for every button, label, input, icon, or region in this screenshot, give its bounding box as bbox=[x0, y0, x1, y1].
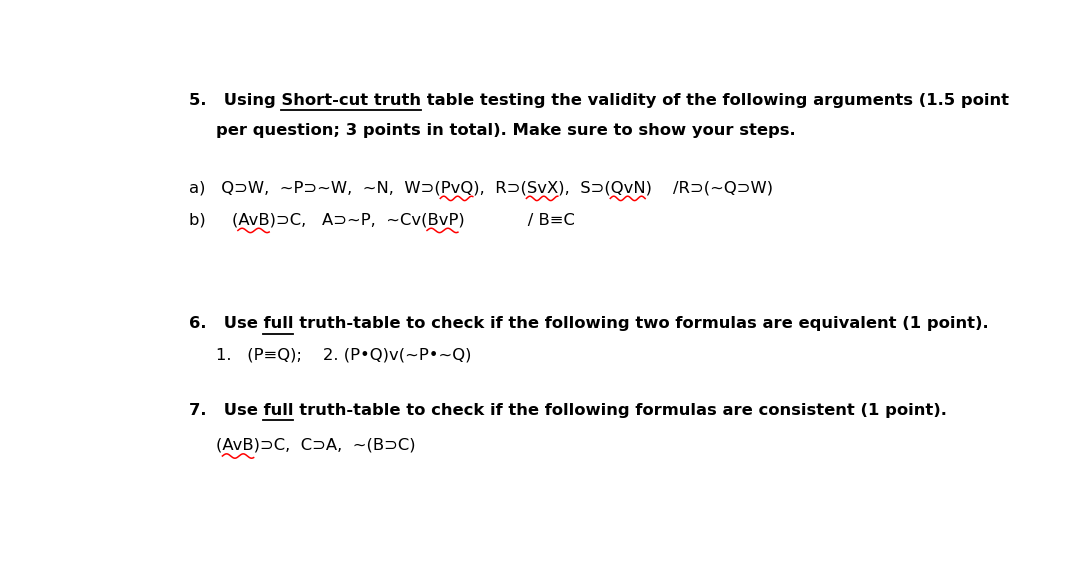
Text: 7.   Use full truth-table to check if the following formulas are consistent (1 p: 7. Use full truth-table to check if the … bbox=[188, 403, 946, 418]
Text: 6.   Use full truth-table to check if the following two formulas are equivalent : 6. Use full truth-table to check if the … bbox=[188, 316, 988, 331]
Text: per question; 3 points in total). Make sure to show your steps.: per question; 3 points in total). Make s… bbox=[216, 123, 796, 139]
Text: 5.   Using Short-cut truth table testing the validity of the following arguments: 5. Using Short-cut truth table testing t… bbox=[188, 92, 1008, 108]
Text: a)   Q⊃W,  ~P⊃~W,  ~N,  W⊃(PvQ),  R⊃(SvX),  S⊃(QvN)    /R⊃(~Q⊃W): a) Q⊃W, ~P⊃~W, ~N, W⊃(PvQ), R⊃(SvX), S⊃(… bbox=[188, 180, 773, 196]
Text: b)     (AvB)⊃C,   A⊃~P,  ~Cv(BvP)            / B≡C: b) (AvB)⊃C, A⊃~P, ~Cv(BvP) / B≡C bbox=[188, 213, 574, 227]
Text: 1.   (P≡Q);    2. (P•Q)v(~P•~Q): 1. (P≡Q); 2. (P•Q)v(~P•~Q) bbox=[216, 348, 472, 363]
Text: (AvB)⊃C,  C⊃A,  ~(B⊃C): (AvB)⊃C, C⊃A, ~(B⊃C) bbox=[216, 438, 416, 453]
